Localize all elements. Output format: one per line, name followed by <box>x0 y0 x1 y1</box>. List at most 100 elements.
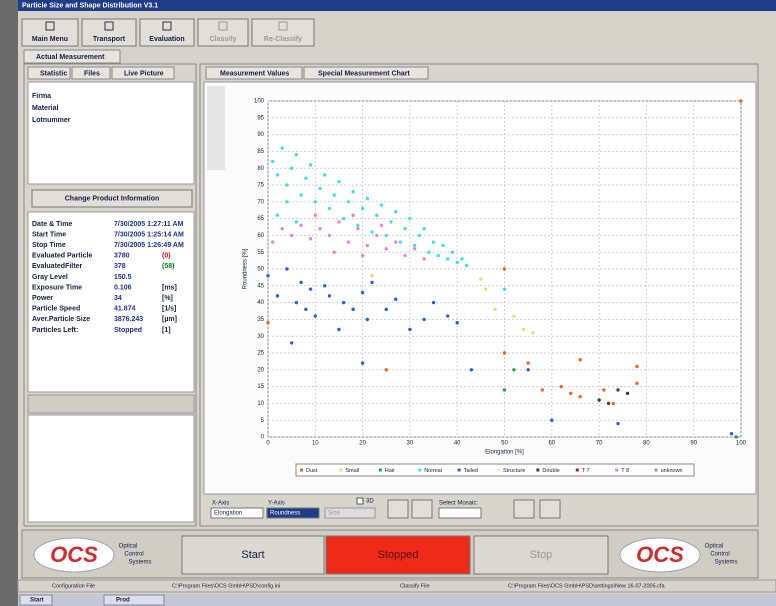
stat-label: EvaluatedFilter <box>32 263 82 270</box>
stat-note: (58) <box>162 263 174 270</box>
stat-value: 3780 <box>114 253 130 260</box>
point <box>408 328 411 331</box>
y-tick-label: 25 <box>257 351 264 357</box>
point <box>318 227 321 230</box>
toolbar-label[interactable]: Transport <box>93 36 126 43</box>
taskbar-label[interactable]: Prod <box>116 598 130 604</box>
tab-label[interactable]: Files <box>84 70 100 77</box>
point <box>361 207 364 210</box>
point <box>309 237 312 240</box>
legend-label: Small <box>345 468 359 474</box>
x-tick-label: 50 <box>501 441 508 447</box>
point <box>295 153 298 156</box>
point <box>451 251 454 254</box>
x-tick-label: 30 <box>407 441 414 447</box>
point <box>271 240 274 243</box>
window-title: Particle Size and Shape Distribution V3.… <box>22 2 158 9</box>
point <box>403 227 406 230</box>
chart-tools[interactable] <box>207 86 225 170</box>
y-tick-label: 45 <box>257 283 264 289</box>
point <box>427 251 430 254</box>
button[interactable] <box>388 500 408 518</box>
logo-text: Systems <box>714 560 737 566</box>
button[interactable] <box>540 500 560 518</box>
status-text: C:\Program Files\OCS GmbH\PSD\settings\N… <box>508 583 665 589</box>
toolbar-label[interactable]: Classify <box>210 36 237 43</box>
point <box>385 247 388 250</box>
dropdown[interactable] <box>439 508 481 518</box>
y-tick-label: 75 <box>257 183 264 189</box>
legend-label: T 8 <box>621 468 629 474</box>
y-tick-label: 20 <box>257 367 264 373</box>
point <box>437 254 440 257</box>
legend-swatch <box>458 469 461 472</box>
point <box>314 200 317 203</box>
point <box>612 402 615 405</box>
button-label[interactable]: Start <box>241 549 264 561</box>
stat-value: 7/30/2005 1:26:49 AM <box>114 242 184 249</box>
point <box>285 267 288 270</box>
point <box>285 183 288 186</box>
point <box>290 234 293 237</box>
control-label: Y-Axis <box>268 501 285 507</box>
point <box>403 254 406 257</box>
status-text: Configuration File <box>52 583 95 589</box>
point <box>503 267 506 270</box>
stat-label: Gray Level <box>32 274 68 281</box>
y-tick-label: 70 <box>257 199 264 205</box>
tab-label[interactable]: Actual Measurement <box>36 54 105 61</box>
point <box>366 197 369 200</box>
toolbar-label[interactable]: Main Menu <box>32 36 68 43</box>
point <box>295 301 298 304</box>
point <box>422 257 425 260</box>
logo-text: Control <box>124 552 143 558</box>
point <box>351 214 354 217</box>
point <box>441 244 444 247</box>
product-field: Firma <box>32 93 51 100</box>
task-button[interactable] <box>104 595 164 605</box>
point <box>276 214 279 217</box>
point <box>597 398 600 401</box>
point <box>337 180 340 183</box>
legend-label: Structure <box>503 468 525 474</box>
x-tick-label: 100 <box>736 441 747 447</box>
point <box>470 368 473 371</box>
point <box>356 227 359 230</box>
x-tick-label: 70 <box>596 441 603 447</box>
tab-label[interactable]: Statistic <box>40 70 67 77</box>
toolbar-label[interactable]: Evaluation <box>149 36 184 43</box>
point <box>361 361 364 364</box>
stat-value: 150.5 <box>114 274 132 281</box>
button[interactable] <box>514 500 534 518</box>
stat-label: Evaluated Particle <box>32 253 92 260</box>
button-label[interactable]: Change Product Information <box>65 195 160 202</box>
legend-swatch <box>418 469 421 472</box>
checkbox[interactable] <box>357 498 363 504</box>
y-tick-label: 15 <box>257 384 264 390</box>
tab-label[interactable]: Live Picture <box>124 70 164 77</box>
y-tick-label: 30 <box>257 334 264 340</box>
y-tick-label: 90 <box>257 132 264 138</box>
tab-label[interactable]: Measurement Values <box>220 70 289 77</box>
stat-value: 41.874 <box>114 306 136 313</box>
x-tick-label: 10 <box>312 441 319 447</box>
point <box>380 224 383 227</box>
tab-label[interactable]: Special Measurement Chart <box>318 70 410 77</box>
point <box>578 358 581 361</box>
point <box>299 224 302 227</box>
dropdown-value[interactable]: Size <box>328 511 340 517</box>
button[interactable] <box>412 500 432 518</box>
point <box>290 341 293 344</box>
toolbar-label[interactable]: Re-Classify <box>264 36 302 43</box>
button-label[interactable]: Stopped <box>378 549 419 561</box>
stat-note: [µm] <box>162 316 177 323</box>
y-tick-label: 80 <box>257 166 264 172</box>
stat-label: Date & Time <box>32 221 72 228</box>
button-label[interactable]: Stop <box>530 549 553 561</box>
stat-value: 34 <box>114 295 122 302</box>
logo-text: Optical <box>705 544 724 550</box>
point <box>456 321 459 324</box>
dropdown-value[interactable]: Elongation <box>214 511 242 517</box>
taskbar-label[interactable]: Start <box>30 598 44 604</box>
dropdown-value[interactable]: Roundness <box>270 511 300 517</box>
